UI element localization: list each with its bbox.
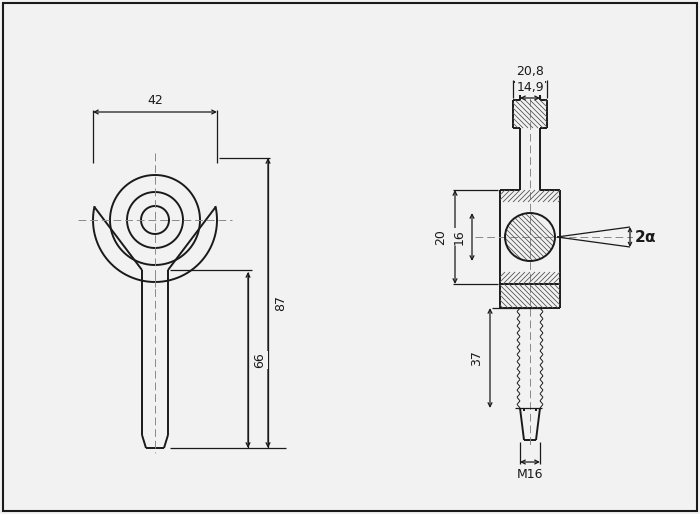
Text: 42: 42 <box>147 95 163 107</box>
Text: 16: 16 <box>452 229 466 245</box>
Text: 20: 20 <box>435 229 447 245</box>
Text: 14,9: 14,9 <box>516 81 544 94</box>
Text: 87: 87 <box>274 295 288 311</box>
Text: 20,8: 20,8 <box>516 64 544 78</box>
Text: $\mathbf{2\alpha}$: $\mathbf{2\alpha}$ <box>634 229 657 245</box>
Text: M16: M16 <box>517 468 543 482</box>
Text: 66: 66 <box>253 352 267 368</box>
Text: 37: 37 <box>470 350 484 366</box>
